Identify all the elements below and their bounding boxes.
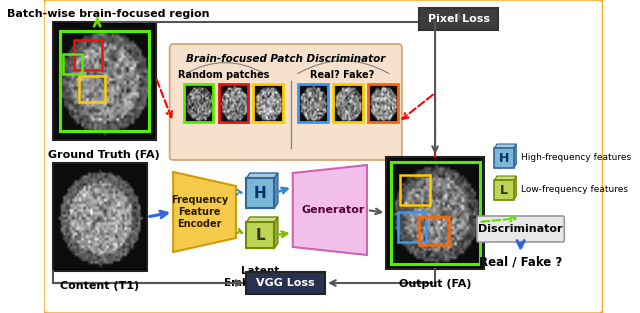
Bar bbox=[52, 22, 156, 140]
Bar bbox=[399, 212, 426, 242]
Bar bbox=[333, 84, 363, 122]
Text: Low-frequency features: Low-frequency features bbox=[521, 186, 628, 194]
Polygon shape bbox=[246, 173, 278, 178]
Text: Generator: Generator bbox=[302, 205, 365, 215]
Text: High-frequency features: High-frequency features bbox=[521, 153, 631, 162]
Bar bbox=[246, 222, 275, 248]
Bar bbox=[218, 84, 248, 122]
Bar bbox=[60, 31, 148, 131]
Polygon shape bbox=[292, 165, 367, 255]
Polygon shape bbox=[275, 173, 278, 208]
Bar bbox=[386, 157, 484, 269]
FancyBboxPatch shape bbox=[477, 216, 564, 242]
Text: VGG Loss: VGG Loss bbox=[257, 278, 315, 288]
Bar bbox=[400, 175, 430, 205]
Bar bbox=[419, 217, 449, 245]
Bar bbox=[298, 84, 328, 122]
Bar bbox=[495, 148, 514, 168]
Polygon shape bbox=[246, 217, 278, 222]
FancyBboxPatch shape bbox=[43, 0, 604, 313]
Text: Content (T1): Content (T1) bbox=[60, 281, 140, 291]
Text: Brain-focused Patch Discriminator: Brain-focused Patch Discriminator bbox=[186, 54, 385, 64]
Text: L: L bbox=[500, 183, 508, 197]
Bar bbox=[79, 76, 105, 102]
Polygon shape bbox=[514, 144, 516, 168]
Bar bbox=[390, 162, 479, 264]
Bar bbox=[246, 178, 275, 208]
Polygon shape bbox=[173, 172, 236, 252]
Bar bbox=[74, 40, 102, 70]
Text: Batch-wise brain-focused region: Batch-wise brain-focused region bbox=[7, 9, 210, 19]
Text: L: L bbox=[255, 228, 265, 243]
Bar bbox=[63, 54, 83, 74]
Polygon shape bbox=[514, 176, 516, 200]
Bar bbox=[419, 8, 498, 30]
FancyBboxPatch shape bbox=[170, 44, 402, 160]
Text: Real? Fake?: Real? Fake? bbox=[310, 70, 374, 80]
Text: Latent
Embeddings: Latent Embeddings bbox=[224, 266, 296, 288]
Text: Discriminator: Discriminator bbox=[478, 224, 563, 234]
Text: Pixel Loss: Pixel Loss bbox=[428, 14, 490, 24]
Bar bbox=[368, 84, 397, 122]
Text: Frequency
Feature
Encoder: Frequency Feature Encoder bbox=[171, 195, 228, 228]
Text: Output (FA): Output (FA) bbox=[399, 279, 471, 289]
Bar bbox=[52, 163, 147, 271]
Bar bbox=[184, 84, 213, 122]
Bar bbox=[253, 84, 283, 122]
Polygon shape bbox=[495, 176, 516, 180]
Text: H: H bbox=[499, 151, 509, 165]
Text: H: H bbox=[254, 186, 267, 201]
Text: Ground Truth (FA): Ground Truth (FA) bbox=[48, 150, 160, 160]
Bar bbox=[495, 180, 514, 200]
Polygon shape bbox=[275, 217, 278, 248]
Text: Random patches: Random patches bbox=[178, 70, 269, 80]
Polygon shape bbox=[495, 144, 516, 148]
Bar bbox=[246, 272, 325, 294]
Text: Real / Fake ?: Real / Fake ? bbox=[479, 255, 563, 269]
